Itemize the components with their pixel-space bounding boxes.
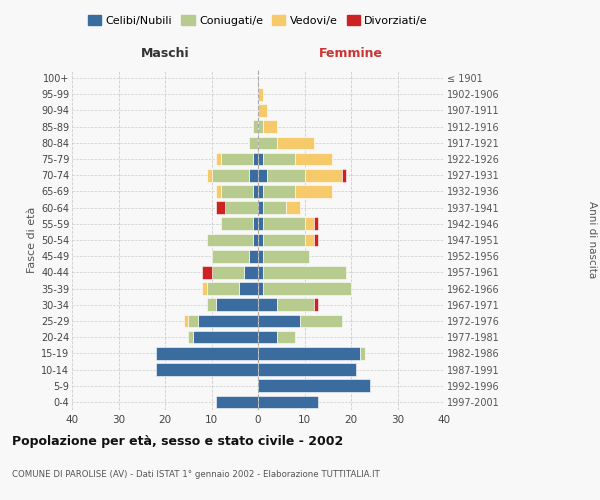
Bar bbox=[263, 202, 286, 214]
Bar bbox=[216, 396, 258, 408]
Bar bbox=[216, 185, 221, 198]
Bar bbox=[263, 266, 346, 278]
Bar bbox=[258, 380, 370, 392]
Bar bbox=[184, 314, 188, 328]
Bar bbox=[342, 169, 346, 181]
Bar bbox=[268, 169, 305, 181]
Text: Femmine: Femmine bbox=[319, 48, 383, 60]
Bar bbox=[258, 396, 319, 408]
Bar bbox=[314, 298, 319, 311]
Bar bbox=[263, 152, 295, 166]
Bar bbox=[244, 266, 258, 278]
Bar bbox=[188, 331, 193, 344]
Text: Maschi: Maschi bbox=[140, 48, 190, 60]
Bar bbox=[258, 363, 356, 376]
Bar bbox=[221, 152, 253, 166]
Bar bbox=[212, 266, 244, 278]
Bar bbox=[258, 169, 268, 181]
Bar bbox=[249, 169, 258, 181]
Text: Popolazione per età, sesso e stato civile - 2002: Popolazione per età, sesso e stato civil… bbox=[12, 435, 343, 448]
Bar bbox=[263, 250, 309, 262]
Bar bbox=[258, 185, 263, 198]
Bar bbox=[258, 314, 300, 328]
Bar bbox=[156, 363, 258, 376]
Bar bbox=[249, 250, 258, 262]
Bar bbox=[253, 234, 258, 246]
Bar bbox=[258, 234, 263, 246]
Bar bbox=[207, 282, 239, 295]
Bar bbox=[258, 266, 263, 278]
Text: COMUNE DI PAROLISE (AV) - Dati ISTAT 1° gennaio 2002 - Elaborazione TUTTITALIA.I: COMUNE DI PAROLISE (AV) - Dati ISTAT 1° … bbox=[12, 470, 380, 479]
Bar bbox=[216, 202, 226, 214]
Bar bbox=[263, 234, 305, 246]
Bar bbox=[216, 298, 258, 311]
Bar bbox=[305, 218, 314, 230]
Bar bbox=[277, 136, 314, 149]
Bar bbox=[263, 185, 295, 198]
Bar bbox=[295, 185, 332, 198]
Bar bbox=[221, 185, 253, 198]
Bar bbox=[258, 218, 263, 230]
Bar bbox=[156, 347, 258, 360]
Bar bbox=[258, 152, 263, 166]
Bar bbox=[360, 347, 365, 360]
Bar bbox=[226, 202, 258, 214]
Bar bbox=[253, 218, 258, 230]
Bar bbox=[258, 120, 263, 133]
Bar bbox=[239, 282, 258, 295]
Bar bbox=[212, 250, 249, 262]
Bar bbox=[277, 331, 295, 344]
Y-axis label: Fasce di età: Fasce di età bbox=[26, 207, 37, 273]
Bar bbox=[216, 152, 221, 166]
Bar bbox=[258, 282, 263, 295]
Bar bbox=[277, 298, 314, 311]
Bar bbox=[305, 169, 342, 181]
Bar bbox=[207, 298, 216, 311]
Bar bbox=[249, 136, 258, 149]
Legend: Celibi/Nubili, Coniugati/e, Vedovi/e, Divorziati/e: Celibi/Nubili, Coniugati/e, Vedovi/e, Di… bbox=[83, 10, 433, 30]
Bar bbox=[258, 104, 268, 117]
Bar bbox=[202, 266, 212, 278]
Bar bbox=[202, 282, 207, 295]
Bar bbox=[286, 202, 300, 214]
Bar bbox=[263, 282, 351, 295]
Bar bbox=[253, 185, 258, 198]
Bar bbox=[212, 169, 249, 181]
Bar bbox=[258, 250, 263, 262]
Bar bbox=[314, 234, 319, 246]
Bar bbox=[258, 202, 263, 214]
Bar bbox=[207, 234, 253, 246]
Bar bbox=[188, 314, 197, 328]
Bar bbox=[314, 218, 319, 230]
Bar bbox=[253, 152, 258, 166]
Bar bbox=[197, 314, 258, 328]
Text: Anni di nascita: Anni di nascita bbox=[587, 202, 597, 278]
Bar bbox=[193, 331, 258, 344]
Bar bbox=[258, 136, 277, 149]
Bar bbox=[258, 88, 263, 101]
Bar bbox=[221, 218, 253, 230]
Bar bbox=[258, 298, 277, 311]
Bar bbox=[295, 152, 332, 166]
Bar bbox=[253, 120, 258, 133]
Bar bbox=[305, 234, 314, 246]
Bar bbox=[207, 169, 212, 181]
Bar bbox=[263, 120, 277, 133]
Bar bbox=[258, 347, 360, 360]
Bar bbox=[300, 314, 342, 328]
Bar bbox=[263, 218, 305, 230]
Bar bbox=[258, 331, 277, 344]
